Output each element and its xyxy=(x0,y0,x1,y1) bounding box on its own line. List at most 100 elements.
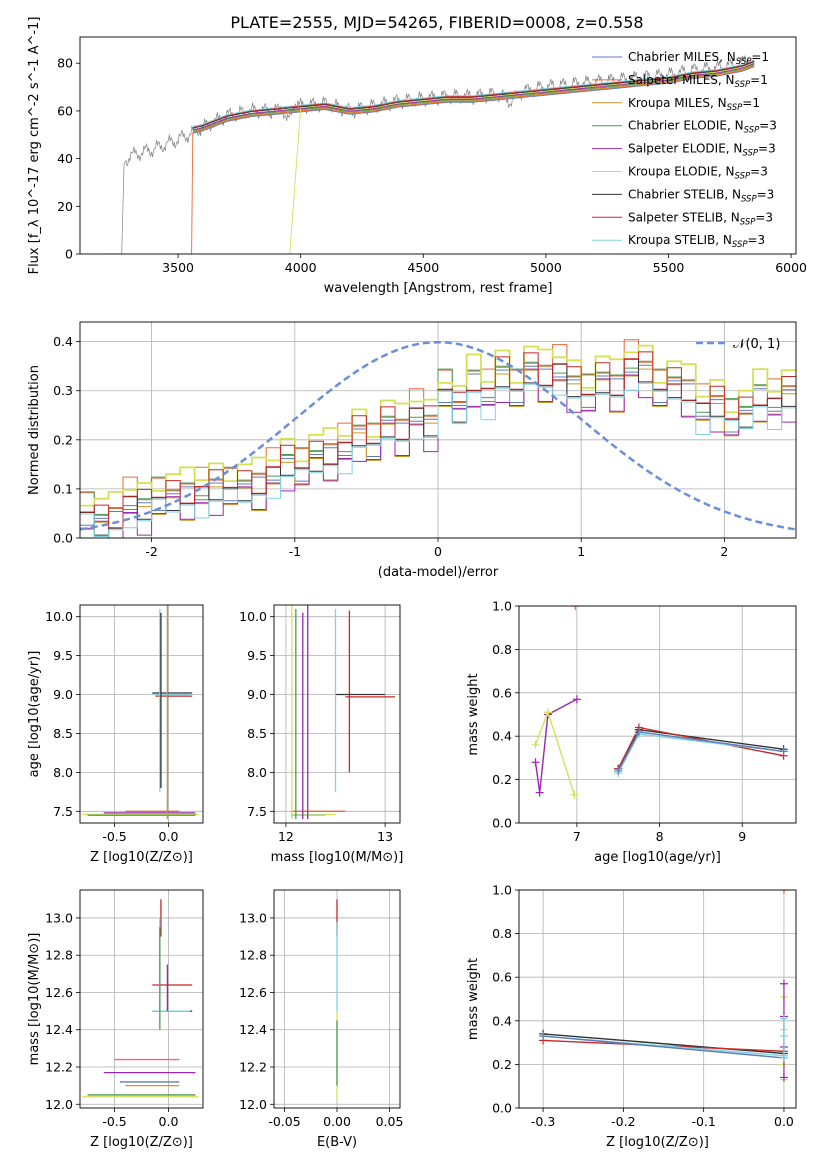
normal-curve xyxy=(80,340,796,531)
y-tick-label: 13.0 xyxy=(239,910,267,925)
y-tick-label: 0.1 xyxy=(53,481,73,496)
model-spectrum xyxy=(192,62,755,131)
legend-nssp: =1 xyxy=(751,50,769,64)
y-tick-label: 8.0 xyxy=(53,765,73,780)
x-tick-label: 12 xyxy=(278,829,294,844)
axes-mass_vs_ebv: -0.05 0.00 0.05 12.0 12.2 12.4 12.6 12.8 13.0 E(B… xyxy=(239,889,403,1150)
gridlines xyxy=(80,890,203,1108)
legend-model-name: Salpeter STELIB, N xyxy=(628,210,740,224)
y-tick-label: 0.0 xyxy=(492,1101,512,1116)
plot-area xyxy=(82,899,199,1098)
legend-label: Salpeter ELODIE, NSSP=3 xyxy=(628,142,776,159)
gridlines xyxy=(274,605,400,823)
axes-frame xyxy=(273,604,401,824)
y-tick-label: 0.3 xyxy=(53,383,73,398)
y-tick-label: 20 xyxy=(57,199,73,214)
y-tick-label: 12.4 xyxy=(239,1022,267,1037)
x-tick-label: 0.00 xyxy=(323,1114,351,1129)
model-spectrum xyxy=(289,61,755,254)
axes-mass_vs_Z: -0.5 0.0 12.0 12.2 12.4 12.6 12.8 13.0 Z [log10(… xyxy=(27,889,204,1150)
plot-area xyxy=(531,606,788,799)
axes-frame xyxy=(79,321,797,539)
x-tick-label: -0.2 xyxy=(611,1114,635,1129)
figure-title: PLATE=2555, MJD=54265, FIBERID=0008, z=0… xyxy=(230,13,643,32)
y-tick-label: 12.6 xyxy=(45,985,73,1000)
legend-subscript: SSP xyxy=(740,217,756,227)
y-tick-label: 0.4 xyxy=(492,1013,512,1028)
legend-nssp: =3 xyxy=(758,142,776,156)
axes-weight_vs_age: 7 8 9 0.0 0.2 0.4 0.6 0.8 1.0 age [log10(age/yr)]… xyxy=(466,599,797,865)
legend-nssp: =1 xyxy=(742,96,760,110)
axes-frame xyxy=(273,889,401,1109)
y-tick-label: 12.0 xyxy=(239,1097,267,1112)
x-axis-label: Z [log10(Z/Z⊙)] xyxy=(90,850,193,865)
legend-subscript: SSP xyxy=(735,172,751,182)
y-tick-label: 40 xyxy=(57,151,73,166)
x-axis-label: Z [log10(Z/Z⊙)] xyxy=(606,1135,709,1150)
plot-area xyxy=(539,890,788,1084)
legend-model-name: Kroupa ELODIE, N xyxy=(628,165,735,179)
legend-model-name: Chabrier ELODIE, N xyxy=(628,119,744,133)
y-tick-label: 0.8 xyxy=(492,926,512,941)
y-tick-label: 8.5 xyxy=(53,726,73,741)
y-axis-label: age [log10(age/yr)] xyxy=(27,651,42,778)
y-tick-label: 0.4 xyxy=(492,729,512,744)
legend-subscript: SSP xyxy=(732,240,748,250)
legend-nssp: =1 xyxy=(750,73,768,87)
legend-nssp: =3 xyxy=(759,119,777,133)
y-tick-label: 0.6 xyxy=(492,685,512,700)
legend-model-name: Kroupa STELIB, N xyxy=(628,233,732,247)
legend-label: Kroupa MILES, NSSP=1 xyxy=(628,96,760,113)
y-tick-label: 0.2 xyxy=(53,432,73,447)
y-tick-label: 0.6 xyxy=(492,970,512,985)
legend-subscript: SSP xyxy=(744,126,760,136)
model-spectrum xyxy=(192,59,755,128)
y-tick-label: 0.8 xyxy=(492,642,512,657)
plots: 3500 4000 4500 5000 5500 6000020406080wavelen… xyxy=(27,17,807,1150)
y-tick-label: 12.0 xyxy=(45,1097,73,1112)
model-spectrum xyxy=(191,65,755,254)
y-tick-label: 9.0 xyxy=(247,687,267,702)
x-tick-label: 13 xyxy=(377,829,393,844)
weight-series xyxy=(543,1035,785,1059)
model-spectrum xyxy=(192,63,755,132)
model-spectrum xyxy=(192,60,755,128)
legend-nssp: =3 xyxy=(750,165,768,179)
legend-subscript: SSP xyxy=(741,194,757,204)
legend-model-name: Salpeter ELODIE, N xyxy=(628,142,742,156)
legend-label: Chabrier STELIB, NSSP=3 xyxy=(628,187,774,204)
x-tick-label: 5000 xyxy=(530,260,562,275)
axes-frame xyxy=(79,889,204,1109)
legend-model-name: Kroupa MILES, N xyxy=(628,96,727,110)
legend-subscript: SSP xyxy=(742,149,758,159)
weight-series xyxy=(534,698,578,793)
x-tick-label: 7 xyxy=(573,829,581,844)
legend-nssp: =3 xyxy=(757,187,775,201)
legend-label: Chabrier MILES, NSSP=1 xyxy=(628,50,769,67)
legend-subscript: SSP xyxy=(736,57,752,67)
x-tick-label: -0.3 xyxy=(531,1114,555,1129)
x-tick-label: 0.0 xyxy=(774,1114,794,1129)
legend-model-name: Chabrier MILES, N xyxy=(628,50,736,64)
y-axis-label: mass weight xyxy=(466,673,481,755)
axes-frame xyxy=(518,605,797,824)
axes-age_vs_Z: -0.5 0.0 7.5 8.0 8.5 9.0 9.5 10.0 Z [log10(Z/Z⊙)… xyxy=(27,604,204,865)
y-tick-label: 7.5 xyxy=(247,804,267,819)
x-tick-label: -0.1 xyxy=(691,1114,715,1129)
y-tick-label: 12.8 xyxy=(239,948,267,963)
x-tick-label: -0.05 xyxy=(268,1114,300,1129)
weight-series xyxy=(617,728,784,770)
y-tick-label: 9.0 xyxy=(53,687,73,702)
y-tick-label: 8.5 xyxy=(247,726,267,741)
y-tick-label: 13.0 xyxy=(45,910,73,925)
legend-model-name: Salpeter MILES, N xyxy=(628,73,735,87)
plot-area xyxy=(104,55,755,254)
legend-nssp: =3 xyxy=(748,233,766,247)
x-axis-label: (data-model)/error xyxy=(378,565,499,580)
gridlines xyxy=(519,605,796,824)
legend-subscript: SSP xyxy=(727,103,743,113)
histogram-series xyxy=(80,382,796,537)
legend-label: Kroupa ELODIE, NSSP=3 xyxy=(628,165,768,182)
y-tick-label: 12.4 xyxy=(45,1022,73,1037)
y-tick-label: 1.0 xyxy=(492,883,512,898)
